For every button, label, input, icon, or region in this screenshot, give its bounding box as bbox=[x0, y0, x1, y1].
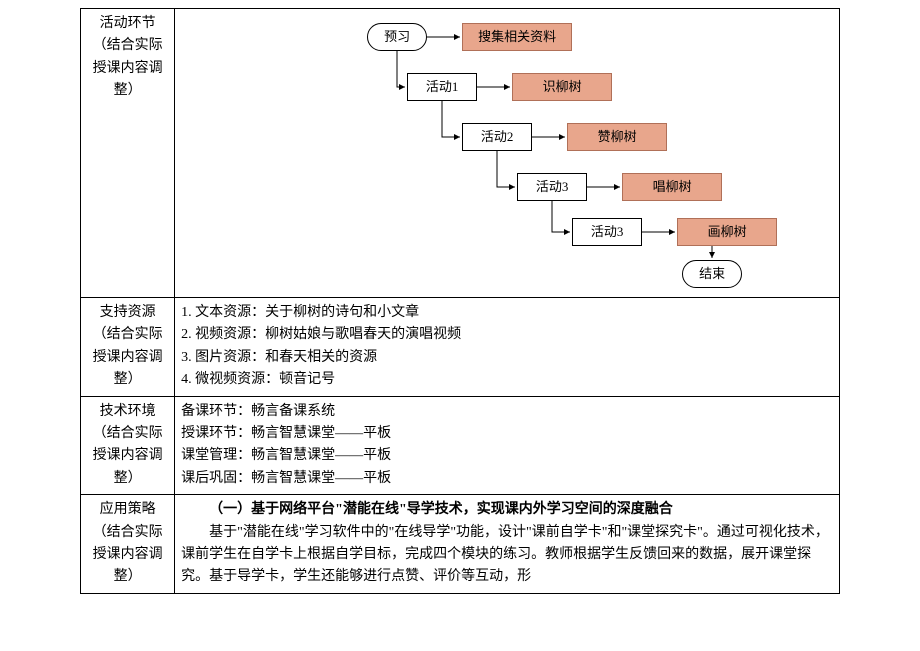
node-end: 结束 bbox=[682, 260, 742, 288]
strategy-body: 基于"潜能在线"学习软件中的"在线导学"功能，设计"课前自学卡"和"课堂探究卡"… bbox=[181, 522, 833, 589]
node-res0: 搜集相关资料 bbox=[462, 23, 572, 51]
node-res4: 画柳树 bbox=[677, 218, 777, 246]
edges bbox=[187, 18, 827, 288]
tech-line: 课堂管理：畅言智慧课堂——平板 bbox=[181, 445, 833, 467]
tech-line: 备课环节：畅言备课系统 bbox=[181, 401, 833, 423]
node-act2: 活动2 bbox=[462, 123, 532, 151]
label-resources: 支持资源（结合实际授课内容调整） bbox=[81, 298, 175, 397]
node-act1: 活动1 bbox=[407, 73, 477, 101]
row-tech: 技术环境（结合实际授课内容调整） 备课环节：畅言备课系统 授课环节：畅言智慧课堂… bbox=[81, 396, 840, 495]
node-res2: 赞柳树 bbox=[567, 123, 667, 151]
tech-line: 课后巩固：畅言智慧课堂——平板 bbox=[181, 468, 833, 490]
document-table: 活动环节（结合实际授课内容调整） 预习 搜集相关资料 活动1 识柳树 活动2 赞… bbox=[80, 8, 840, 594]
content-resources: 1. 文本资源：关于柳树的诗句和小文章 2. 视频资源：柳树姑娘与歌唱春天的演唱… bbox=[175, 298, 840, 397]
row-resources: 支持资源（结合实际授课内容调整） 1. 文本资源：关于柳树的诗句和小文章 2. … bbox=[81, 298, 840, 397]
node-res1: 识柳树 bbox=[512, 73, 612, 101]
content-tech: 备课环节：畅言备课系统 授课环节：畅言智慧课堂——平板 课堂管理：畅言智慧课堂—… bbox=[175, 396, 840, 495]
tech-line: 授课环节：畅言智慧课堂——平板 bbox=[181, 423, 833, 445]
node-act3a: 活动3 bbox=[517, 173, 587, 201]
node-act3b: 活动3 bbox=[572, 218, 642, 246]
flowchart: 预习 搜集相关资料 活动1 识柳树 活动2 赞柳树 活动3 唱柳树 活动3 画柳… bbox=[187, 18, 827, 288]
resource-line: 2. 视频资源：柳树姑娘与歌唱春天的演唱视频 bbox=[181, 324, 833, 346]
row-activity: 活动环节（结合实际授课内容调整） 预习 搜集相关资料 活动1 识柳树 活动2 赞… bbox=[81, 9, 840, 298]
content-activity: 预习 搜集相关资料 活动1 识柳树 活动2 赞柳树 活动3 唱柳树 活动3 画柳… bbox=[175, 9, 840, 298]
content-strategy: （一）基于网络平台"潜能在线"导学技术，实现课内外学习空间的深度融合 基于"潜能… bbox=[175, 495, 840, 594]
node-preview: 预习 bbox=[367, 23, 427, 51]
resource-line: 3. 图片资源：和春天相关的资源 bbox=[181, 347, 833, 369]
strategy-heading: （一）基于网络平台"潜能在线"导学技术，实现课内外学习空间的深度融合 bbox=[181, 499, 833, 521]
resource-line: 4. 微视频资源：顿音记号 bbox=[181, 369, 833, 391]
node-res3: 唱柳树 bbox=[622, 173, 722, 201]
label-tech: 技术环境（结合实际授课内容调整） bbox=[81, 396, 175, 495]
row-strategy: 应用策略（结合实际授课内容调整） （一）基于网络平台"潜能在线"导学技术，实现课… bbox=[81, 495, 840, 594]
resource-line: 1. 文本资源：关于柳树的诗句和小文章 bbox=[181, 302, 833, 324]
label-activity: 活动环节（结合实际授课内容调整） bbox=[81, 9, 175, 298]
label-strategy: 应用策略（结合实际授课内容调整） bbox=[81, 495, 175, 594]
